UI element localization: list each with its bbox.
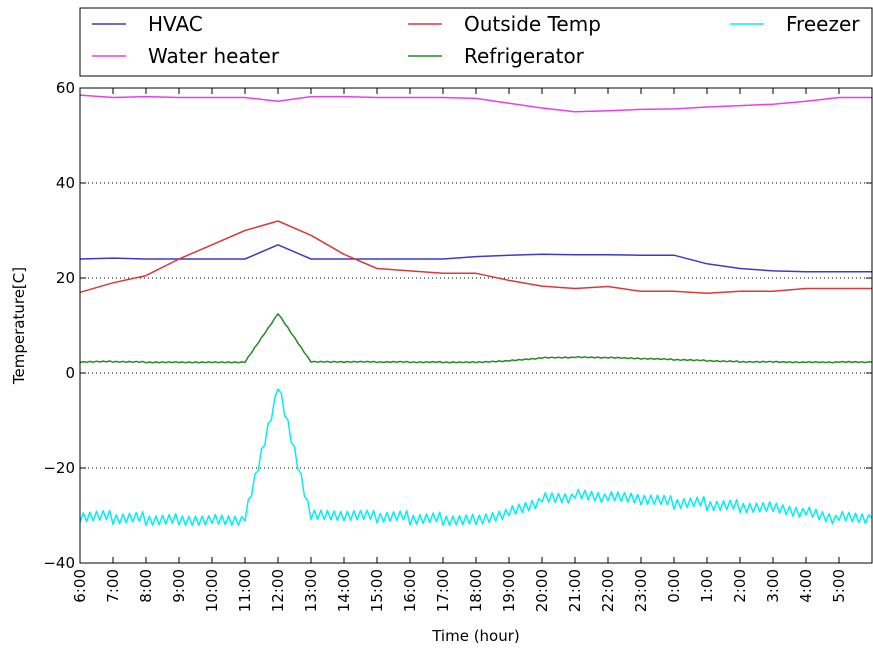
y-axis-label: Temperature[C] — [10, 267, 28, 385]
legend-label: Water heater — [148, 44, 280, 68]
x-tick-labels: 6:00 7:00 8:00 9:00 10:00 11:00 12:00 13:00 14:0… — [71, 569, 848, 612]
x-tick-label: 19:00 — [500, 569, 518, 612]
y-tick-label: −40 — [43, 554, 75, 572]
x-tick-label: 8:00 — [137, 569, 155, 603]
x-tick-label: 16:00 — [401, 569, 419, 612]
x-tick-label: 22:00 — [599, 569, 617, 612]
x-tick-label: 6:00 — [71, 569, 89, 603]
x-tick-label: 14:00 — [335, 569, 353, 612]
x-tick-label: 13:00 — [302, 569, 320, 612]
x-tick-label: 5:00 — [830, 569, 848, 603]
x-tick-label: 7:00 — [104, 569, 122, 603]
y-tick-label: 20 — [56, 269, 75, 287]
series-line-freezer — [79, 388, 873, 527]
x-tick-label: 9:00 — [170, 569, 188, 603]
legend-label: Refrigerator — [464, 44, 585, 68]
x-tick-label: 17:00 — [434, 569, 452, 612]
series-line-water-heater — [79, 94, 872, 113]
series-line-hvac — [79, 244, 872, 273]
x-tick-label: 3:00 — [764, 569, 782, 603]
series-lines — [79, 94, 873, 527]
x-tick-label: 23:00 — [632, 569, 650, 612]
x-tick-label: 11:00 — [236, 569, 254, 612]
legend-label: Freezer — [786, 12, 860, 36]
x-tick-label: 15:00 — [368, 569, 386, 612]
series-line-outside-temp — [79, 220, 872, 294]
legend-box — [79, 7, 873, 77]
x-tick-label: 2:00 — [731, 569, 749, 603]
y-tick-label: 60 — [56, 79, 75, 97]
x-tick-label: 0:00 — [665, 569, 683, 603]
x-tick-label: 4:00 — [797, 569, 815, 603]
x-tick-label: 12:00 — [269, 569, 287, 612]
y-tick-label: 0 — [65, 364, 75, 382]
x-axis-label: Time (hour) — [431, 627, 520, 645]
y-tick-label: −20 — [43, 459, 75, 477]
x-tick-label: 18:00 — [467, 569, 485, 612]
legend-label: HVAC — [148, 12, 203, 36]
gridlines — [80, 182, 872, 469]
x-tick-label: 1:00 — [698, 569, 716, 603]
x-tick-label: 10:00 — [203, 569, 221, 612]
legend: HVAC Water heater Outside Temp Refrigerator… — [79, 7, 873, 77]
axis-ticks — [79, 87, 872, 564]
legend-label: Outside Temp — [464, 12, 601, 36]
x-tick-label: 21:00 — [566, 569, 584, 612]
x-tick-label: 20:00 — [533, 569, 551, 612]
series-line-refrigerator — [79, 313, 873, 364]
y-tick-labels: 60 40 20 0 −20 −40 — [43, 79, 75, 572]
y-tick-label: 40 — [56, 174, 75, 192]
